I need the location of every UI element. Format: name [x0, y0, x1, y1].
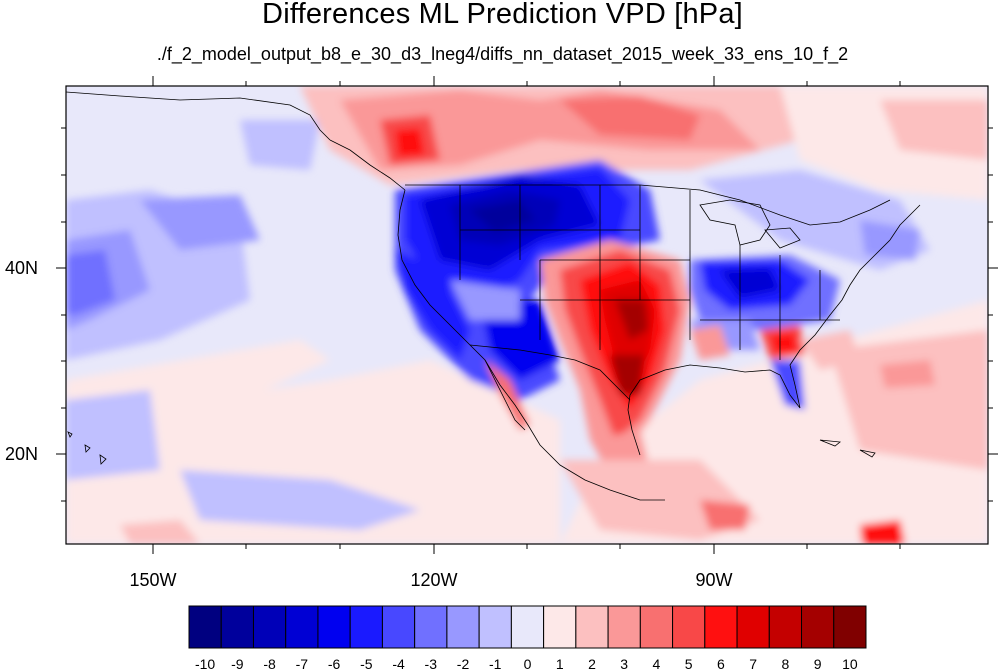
colorbar-swatch: [285, 605, 319, 649]
alaska-coast-line: [66, 91, 331, 141]
colorbar-swatch: [252, 605, 287, 649]
colorbar-label: 1: [555, 656, 564, 672]
lon-label-120w: 120W: [410, 570, 458, 590]
colorbar-label: -2: [456, 656, 470, 672]
state-lines: [459, 185, 840, 360]
vpd-difference-map: [56, 76, 998, 554]
colorbar-label: -6: [327, 656, 341, 672]
colorbar-swatch: [478, 605, 512, 649]
boundary-lines: [66, 91, 921, 501]
colorbar-swatch: [672, 605, 706, 649]
colorbar-label: 6: [717, 656, 725, 672]
colorbar-label: -3: [424, 656, 437, 672]
colorbar-swatch: [736, 605, 770, 649]
colorbar-swatch: [607, 605, 641, 649]
us-canada-border: [405, 184, 891, 226]
lon-label-90w: 90W: [695, 570, 733, 590]
bc-coast-line: [329, 139, 406, 191]
colorbar-swatch: [704, 605, 738, 649]
baja-line: [484, 359, 526, 431]
field-layer: [66, 86, 988, 544]
colorbar-swatch: [220, 605, 254, 649]
colorbar-swatch: [543, 605, 577, 649]
colorbar-label: 5: [684, 656, 693, 672]
map-subtitle: ./f_2_model_output_b8_e_30_d3_lneg4/diff…: [156, 44, 849, 64]
colorbar-swatch: [414, 605, 448, 649]
colorbar-label: 0: [523, 656, 532, 672]
colorbar-label: 8: [781, 656, 790, 672]
colorbar-swatch: [801, 605, 835, 649]
axis-ticks: [56, 76, 998, 554]
colorbar-label: -9: [231, 656, 244, 672]
hawaii-islands: [67, 431, 107, 465]
colorbar-swatch: [188, 605, 222, 649]
colorbar-swatch: [317, 605, 351, 649]
lat-label-40n: 40N: [4, 258, 38, 278]
colorbar-swatch: [639, 605, 674, 649]
caribbean-islands: [819, 439, 876, 458]
map-title: Differences ML Prediction VPD [hPa]: [262, 0, 743, 30]
colorbar-swatch: [575, 605, 609, 649]
colorbar-label: 3: [620, 656, 629, 672]
gulf-coast-line: [627, 204, 921, 456]
colorbar-swatch: [768, 605, 803, 649]
lat-label-20n: 20N: [4, 444, 38, 464]
colorbar-label: -8: [263, 656, 276, 672]
colorbar-label: 2: [588, 656, 596, 672]
colorbar-swatch: [510, 605, 545, 649]
us-mexico-border: [469, 344, 631, 401]
colorbar-label: 10: [842, 656, 858, 672]
colorbar-swatch: [833, 605, 867, 649]
colorbar-label: 4: [652, 656, 661, 672]
colorbar-label: -5: [360, 656, 373, 672]
colorbar-label: 9: [813, 656, 822, 672]
colorbar-swatch: [349, 605, 383, 649]
colorbar-label: 7: [749, 656, 758, 672]
colorbar-label: -1: [489, 656, 502, 672]
colorbar-swatch: [446, 605, 480, 649]
colorbar-label: -10: [194, 656, 216, 672]
colorbar-label: -7: [295, 656, 309, 672]
west-coast-line: [397, 189, 665, 501]
colorbar-label: -4: [392, 656, 405, 672]
lon-label-150w: 150W: [129, 570, 177, 590]
colorbar-swatch: [381, 605, 416, 649]
great-lakes-line: [699, 199, 801, 249]
